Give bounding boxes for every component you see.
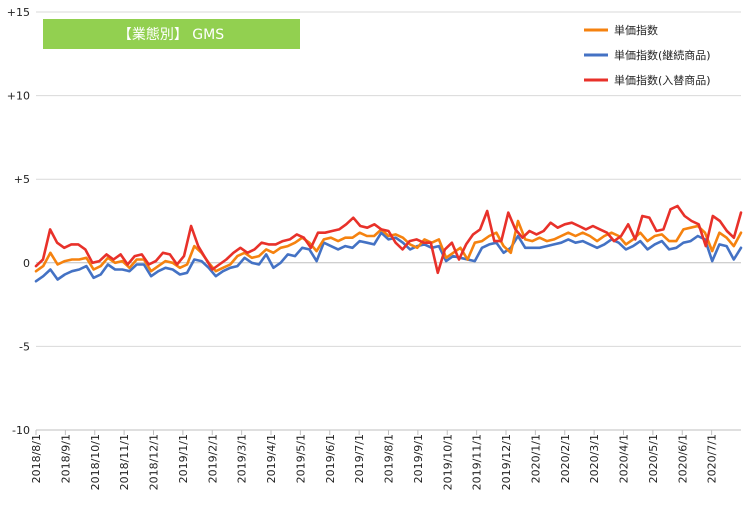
- x-tick-label: 2020/4/1: [618, 434, 631, 483]
- series-line-1: [34, 231, 743, 283]
- x-tick-label: 2019/8/1: [383, 434, 396, 483]
- y-axis-tick-labels: -10 -5 0 +5 +10 +15: [7, 6, 30, 437]
- y-tick-label: +15: [7, 6, 30, 19]
- y-tick-label: +5: [14, 173, 30, 186]
- y-tick-label: +10: [7, 90, 30, 103]
- y-tick-label: -5: [19, 340, 30, 353]
- x-tick-label: 2019/3/1: [236, 434, 249, 483]
- x-tick-label: 2020/1/1: [529, 434, 542, 483]
- x-tick-label: 2018/8/1: [30, 434, 43, 483]
- x-tick-label: 2018/12/1: [148, 434, 161, 490]
- chart-title-box: 【業態別】 GMS: [43, 19, 300, 49]
- x-tick-label: 2018/11/1: [118, 434, 131, 490]
- title-background: [43, 19, 300, 49]
- series-line-2: [34, 204, 743, 275]
- legend-label-1: 単価指数(継続商品): [614, 48, 711, 62]
- x-tick-label: 2019/4/1: [265, 434, 278, 483]
- x-tick-label: 2019/1/1: [177, 434, 190, 483]
- x-tick-label: 2019/11/1: [471, 434, 484, 490]
- x-tick-label: 2018/9/1: [59, 434, 72, 483]
- y-tick-label: 0: [23, 257, 30, 270]
- x-tick-label: 2019/9/1: [412, 434, 425, 483]
- x-tick-label: 2020/2/1: [559, 434, 572, 483]
- x-tick-label: 2019/2/1: [206, 434, 219, 483]
- legend-label-0: 単価指数: [614, 23, 658, 37]
- x-tick-label: 2019/5/1: [294, 434, 307, 483]
- series-line-0: [34, 219, 743, 273]
- x-tick-label: 2018/10/1: [89, 434, 102, 490]
- x-tick-label: 2020/7/1: [706, 434, 719, 483]
- x-axis: 2018/8/1 2018/9/1 2018/10/1 2018/11/1 2018/1…: [30, 429, 741, 490]
- x-tick-label: 2020/6/1: [676, 434, 689, 483]
- x-tick-label: 2019/6/1: [324, 434, 337, 483]
- x-tick-label: 2019/12/1: [500, 434, 513, 490]
- x-tick-label: 2019/10/1: [441, 434, 454, 490]
- chart-title: 【業態別】 GMS: [118, 27, 224, 43]
- y-tick-label: -10: [12, 424, 30, 437]
- series-lines: [34, 204, 743, 283]
- x-tick-label: 2019/7/1: [353, 434, 366, 483]
- legend-label-2: 単価指数(入替商品): [614, 73, 711, 87]
- x-tick-label: 2020/5/1: [647, 434, 660, 483]
- x-tick-label: 2020/3/1: [588, 434, 601, 483]
